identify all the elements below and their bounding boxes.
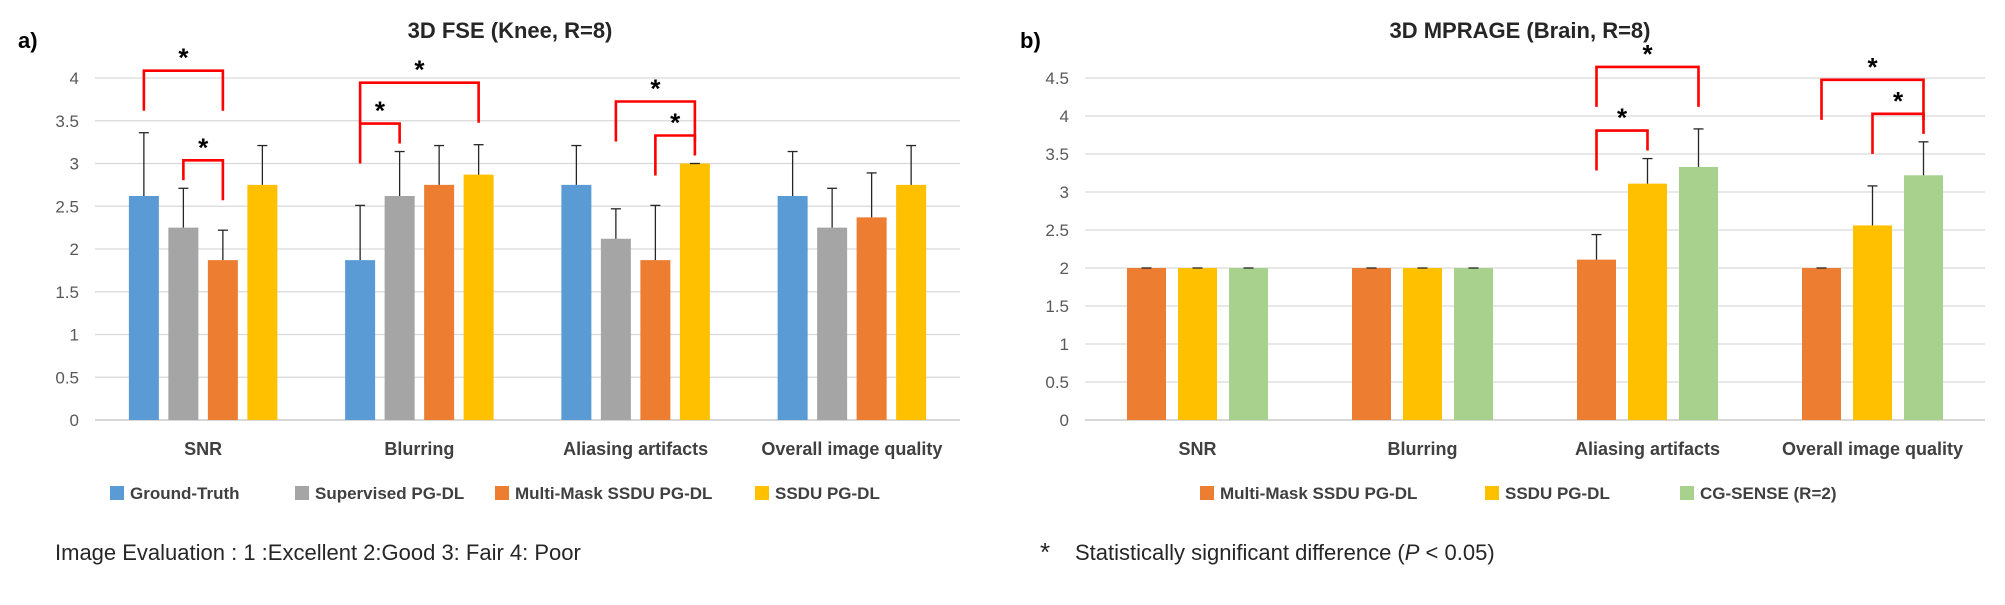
significance-bracket [1595, 65, 1700, 107]
bar [817, 227, 848, 420]
legend-label: CG-SENSE (R=2) [1700, 484, 1837, 503]
bar [679, 163, 710, 420]
significance-asterisk: * [1617, 103, 1628, 133]
significance-asterisk: * [1867, 52, 1878, 82]
y-tick-label: 3 [1060, 183, 1069, 202]
y-tick-label: 3.5 [55, 112, 79, 131]
legend-label: Multi-Mask SSDU PG-DL [1220, 484, 1417, 503]
footnote-significance: Statistically significant difference (P … [1075, 540, 1495, 565]
bar [640, 260, 671, 420]
bar [1127, 268, 1166, 420]
x-tick-label: Aliasing artifacts [563, 439, 708, 459]
bar [1904, 175, 1943, 420]
panel-label: a) [18, 28, 38, 53]
significance-asterisk: * [375, 96, 386, 126]
x-tick-label: SNR [1178, 439, 1216, 459]
bar [1628, 183, 1667, 420]
chart-title: 3D MPRAGE (Brain, R=8) [1390, 18, 1651, 43]
bar [856, 217, 887, 420]
significance-asterisk: * [198, 132, 209, 162]
significance-bracket [1595, 129, 1649, 171]
bar [1853, 225, 1892, 420]
legend-swatch [1680, 486, 1694, 500]
significance-asterisk: * [1893, 86, 1904, 116]
significance-asterisk: * [670, 108, 681, 138]
y-tick-label: 2 [1060, 259, 1069, 278]
legend-swatch [755, 486, 769, 500]
y-tick-label: 0.5 [55, 368, 79, 387]
bar [424, 184, 455, 420]
significance-bracket [358, 81, 480, 123]
bar [128, 195, 159, 420]
significance-bracket [358, 122, 401, 164]
bar [1679, 166, 1718, 420]
y-tick-label: 3 [70, 155, 79, 174]
significance-asterisk: * [650, 74, 661, 104]
bar [384, 195, 415, 420]
bar [1454, 268, 1493, 420]
x-tick-label: Overall image quality [1782, 439, 1963, 459]
significance-bracket [142, 69, 225, 111]
x-tick-label: Blurring [384, 439, 454, 459]
bar [1178, 268, 1217, 420]
significance-asterisk: * [178, 43, 189, 73]
footnote-image-evaluation: Image Evaluation : 1 :Excellent 2:Good 3… [55, 540, 581, 565]
y-tick-label: 2.5 [1045, 221, 1069, 240]
legend-label: SSDU PG-DL [1505, 484, 1610, 503]
legend-swatch [110, 486, 124, 500]
legend-swatch [1200, 486, 1214, 500]
bar [777, 195, 808, 420]
bar [345, 260, 376, 420]
significance-asterisk: * [1642, 39, 1653, 69]
significance-bracket [1820, 78, 1925, 120]
bar [1403, 268, 1442, 420]
chart-panel-a: 3D FSE (Knee, R=8) a) 0 0.5 1 1.5 2 2.5 3 3.5 4 SNR… [18, 18, 960, 503]
y-tick-label: 1 [1060, 335, 1069, 354]
y-tick-label: 4.5 [1045, 69, 1069, 88]
bar [896, 184, 927, 420]
x-tick-label: SNR [184, 439, 222, 459]
y-tick-label: 4 [70, 69, 79, 88]
legend-label: SSDU PG-DL [775, 484, 880, 503]
x-tick-label: Aliasing artifacts [1575, 439, 1720, 459]
y-tick-label: 4 [1060, 107, 1069, 126]
bar [561, 184, 592, 420]
legend-swatch [1485, 486, 1499, 500]
y-tick-label: 2 [70, 240, 79, 259]
chart-panel-b: 3D MPRAGE (Brain, R=8) b) 0 0.5 1 1.5 2 2.5 3 3.5… [1020, 18, 1985, 503]
panel-label: b) [1020, 28, 1041, 53]
significance-bracket [614, 100, 697, 142]
footnote-asterisk: * [1040, 537, 1050, 567]
legend-swatch [495, 486, 509, 500]
y-tick-label: 0 [1060, 411, 1069, 430]
x-tick-label: Blurring [1388, 439, 1458, 459]
legend-swatch [295, 486, 309, 500]
bar [463, 174, 494, 420]
bar [168, 227, 199, 420]
legend-label: Supervised PG-DL [315, 484, 464, 503]
x-tick-label: Overall image quality [761, 439, 942, 459]
bar [1577, 259, 1616, 420]
bar [1229, 268, 1268, 420]
chart-title: 3D FSE (Knee, R=8) [408, 18, 613, 43]
bar [1802, 268, 1841, 420]
y-tick-label: 3.5 [1045, 145, 1069, 164]
y-tick-label: 2.5 [55, 197, 79, 216]
significance-bracket [654, 134, 697, 176]
bar [1352, 268, 1391, 420]
y-tick-label: 1.5 [55, 283, 79, 302]
bar [247, 184, 278, 420]
y-tick-label: 1 [70, 326, 79, 345]
y-tick-label: 0.5 [1045, 373, 1069, 392]
legend-label: Multi-Mask SSDU PG-DL [515, 484, 712, 503]
bar [207, 260, 238, 420]
bar [600, 238, 631, 420]
significance-bracket [1871, 112, 1925, 154]
y-tick-label: 0 [70, 411, 79, 430]
y-tick-label: 1.5 [1045, 297, 1069, 316]
significance-asterisk: * [414, 55, 425, 85]
legend-label: Ground-Truth [130, 484, 240, 503]
significance-bracket [182, 158, 225, 201]
